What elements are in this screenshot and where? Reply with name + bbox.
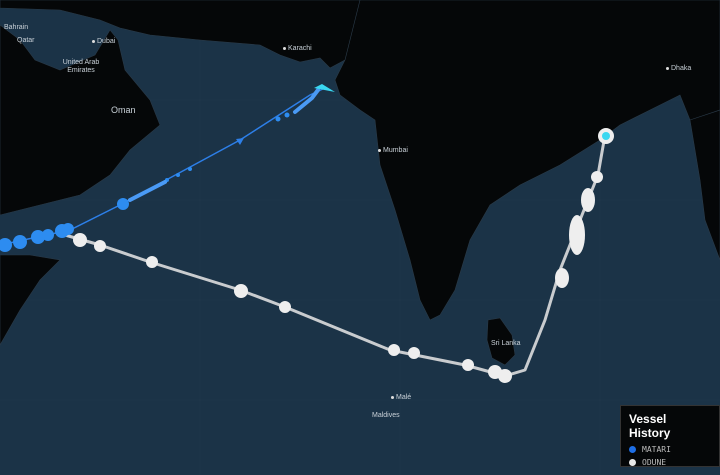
label-sri-lanka: Sri Lanka [491, 340, 521, 347]
land-somalia [0, 254, 61, 346]
land-myanmar [689, 109, 720, 261]
city-dot-icon [92, 39, 95, 43]
label-male: Malé [391, 394, 411, 402]
city-dot-icon [283, 46, 286, 50]
route-odune[interactable] [64, 128, 614, 383]
label-uae: United Arab Emirates [62, 59, 100, 74]
label-karachi-text: Karachi [288, 45, 312, 52]
label-bahrain: Bahrain [4, 24, 29, 31]
land-india [334, 0, 720, 321]
legend-label: MATARI [642, 445, 671, 454]
legend-item-odune[interactable]: ODUNE [629, 456, 711, 469]
label-dubai-text: Dubai [97, 38, 116, 45]
label-mumbai-text: Mumbai [383, 147, 408, 154]
legend: Vessel History MATARI ODUNE [620, 405, 720, 467]
label-karachi: Karachi [283, 45, 312, 53]
land-arabia [0, 24, 161, 216]
label-dubai: Dubai [92, 38, 115, 46]
label-dhaka-text: Dhaka [671, 65, 692, 72]
label-qatar: Qatar [17, 37, 35, 44]
route-matari[interactable] [0, 84, 335, 252]
land-masses [0, 0, 720, 366]
label-dhaka: Dhaka [666, 65, 691, 73]
label-mumbai: Mumbai [378, 147, 408, 155]
legend-label: ODUNE [642, 458, 667, 467]
legend-title: Vessel History [629, 412, 671, 440]
city-dot-icon [391, 395, 394, 399]
circle-icon [629, 459, 636, 466]
land-iran-pakistan [0, 0, 366, 69]
city-dot-icon [666, 66, 669, 70]
circle-icon [629, 446, 636, 453]
land-sri-lanka [486, 317, 516, 366]
label-maldives: Maldives [372, 412, 400, 419]
direction-arrow-icon [236, 138, 244, 145]
city-dot-icon [378, 148, 381, 152]
label-male-text: Malé [396, 394, 412, 401]
legend-item-matari[interactable]: MATARI [629, 443, 711, 456]
label-oman: Oman [111, 105, 136, 115]
